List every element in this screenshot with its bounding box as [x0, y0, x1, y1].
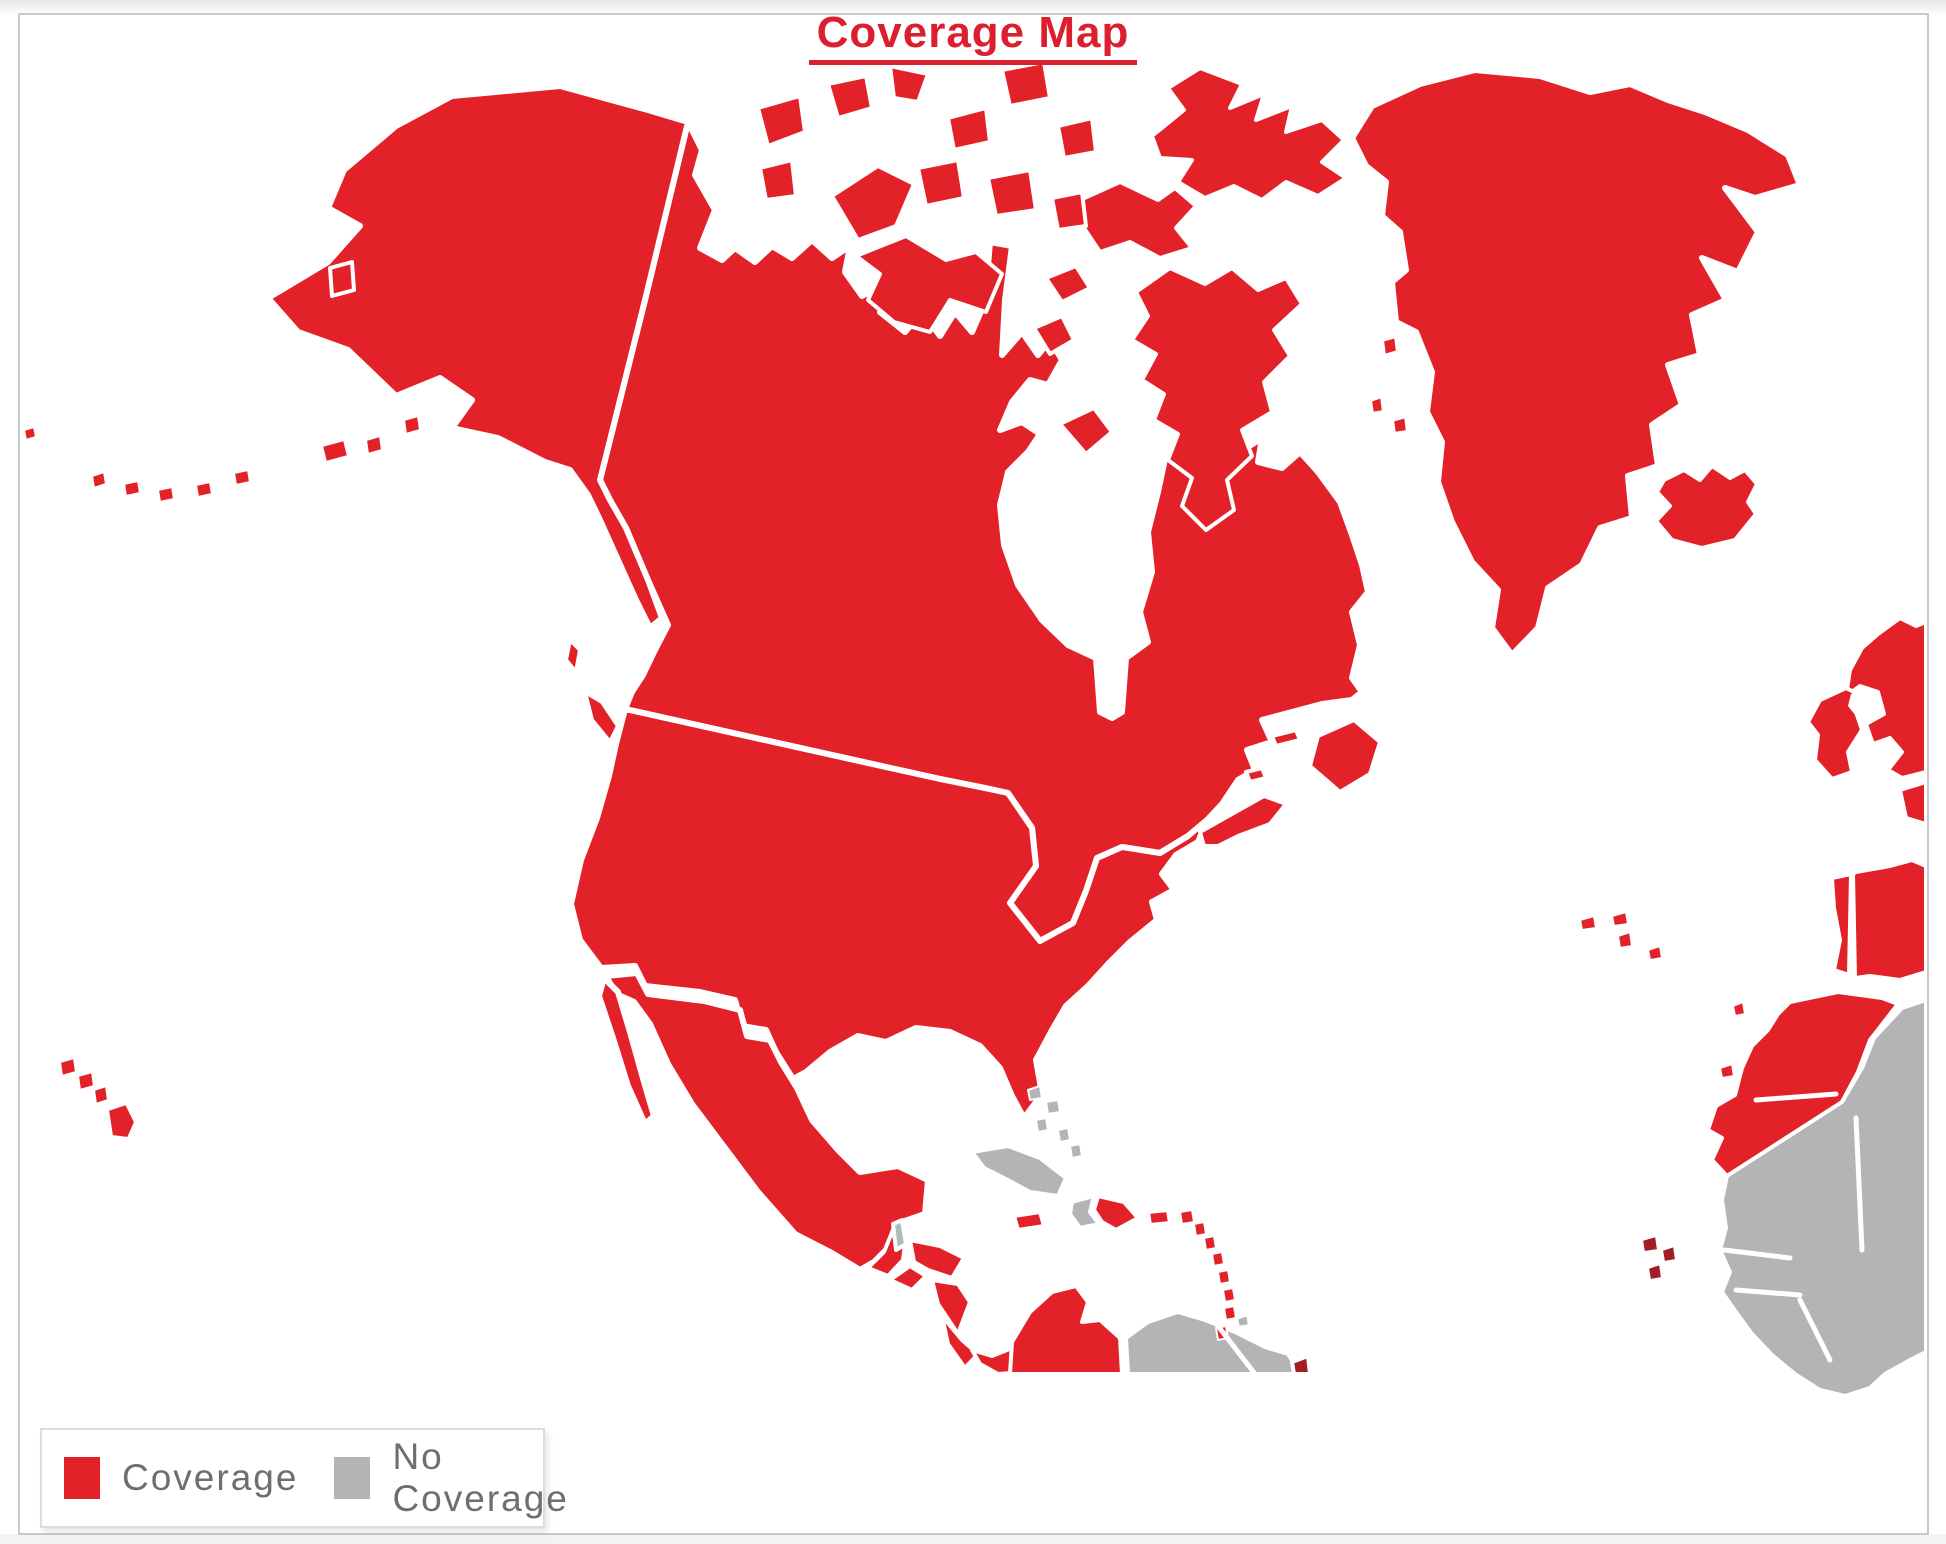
region-nova-scotia [1198, 794, 1288, 848]
region-spain [1851, 858, 1928, 982]
region-mexico [603, 970, 931, 1273]
region-arctic-islands [756, 60, 1348, 532]
legend-item-coverage: Coverage [64, 1457, 298, 1499]
region-lesser-antilles [1179, 1209, 1237, 1341]
bottom-shade [0, 1534, 1946, 1544]
region-southampton-island [1058, 406, 1114, 456]
region-trinidad [1290, 1354, 1312, 1376]
inner-borders [1215, 1091, 1865, 1377]
region-anticosti-island [1270, 728, 1302, 748]
region-greenland [1349, 67, 1803, 658]
region-nicaragua [930, 1278, 972, 1336]
coverage-label: Coverage [122, 1457, 299, 1498]
irish-sea [1848, 688, 1876, 716]
region-cape-verde [1641, 1235, 1677, 1281]
region-azores-madeira [1579, 911, 1663, 961]
region-honduras [908, 1238, 966, 1280]
islands-group [23, 60, 1928, 1398]
region-haida-gwaii [564, 638, 582, 674]
top-shade [0, 0, 1946, 14]
region-vancouver-island [583, 690, 620, 744]
region-aleutian-islands [23, 415, 421, 503]
region-colombia [1008, 1284, 1124, 1376]
region-bahamas [1027, 1085, 1083, 1159]
region-haiti [1068, 1194, 1101, 1230]
region-dominican-republic [1092, 1194, 1140, 1232]
region-costa-rica [940, 1314, 980, 1370]
region-baja-california [596, 975, 657, 1127]
region-jamaica [1012, 1210, 1046, 1232]
border-morocco-wsahara [1753, 1091, 1839, 1103]
no-coverage-label: No Coverage [392, 1436, 569, 1519]
page-title-text: Coverage Map [808, 8, 1138, 65]
legend: Coverage No Coverage [40, 1428, 567, 1528]
region-st-lawrence-island [328, 260, 356, 298]
region-puerto-rico [1146, 1208, 1172, 1227]
region-france [1898, 780, 1928, 826]
region-prince-edward-island [1244, 766, 1268, 784]
border-venezuela-guyana [1215, 1323, 1258, 1377]
region-iceland [1654, 464, 1759, 550]
mainland-group [265, 67, 1803, 1273]
sea-overlays [1848, 688, 1876, 716]
border-mali-guinea [1797, 1297, 1833, 1363]
region-morocco-western-sahara [1706, 990, 1900, 1178]
no-coverage-swatch [334, 1457, 371, 1499]
border-mauritania-mali [1853, 1115, 1865, 1253]
region-cuba [970, 1144, 1068, 1198]
region-greenland-islets [1368, 334, 1410, 436]
region-alaska [265, 83, 691, 631]
coverage-swatch [64, 1457, 100, 1499]
region-hawaii [59, 1057, 136, 1139]
page-title: Coverage Map [0, 8, 1946, 65]
region-tobago [1234, 1312, 1252, 1330]
region-south-america [1124, 1310, 1300, 1376]
region-portugal [1830, 872, 1853, 977]
region-el-salvador [888, 1264, 928, 1292]
region-west-africa [1718, 998, 1928, 1398]
legend-item-no-coverage: No Coverage [334, 1436, 568, 1520]
border-gambia [1733, 1287, 1803, 1298]
region-belize [891, 1218, 908, 1252]
border-senegal [1721, 1247, 1793, 1261]
region-newfoundland [1308, 718, 1382, 794]
